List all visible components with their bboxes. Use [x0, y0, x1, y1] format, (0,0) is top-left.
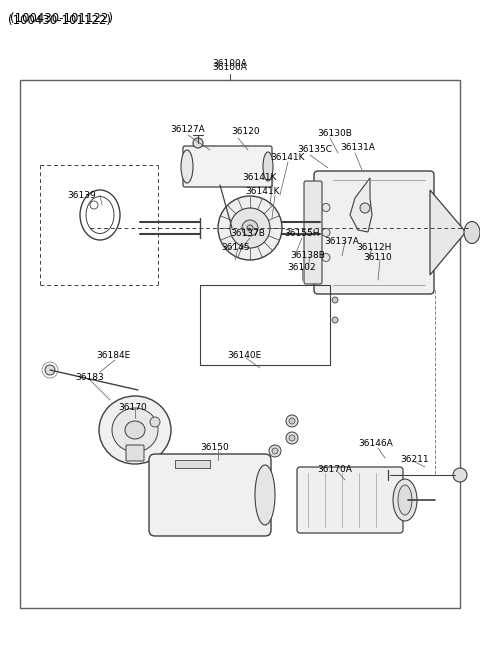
Text: 36131A: 36131A: [341, 144, 375, 152]
Circle shape: [322, 228, 330, 237]
Circle shape: [332, 317, 338, 323]
FancyBboxPatch shape: [297, 467, 403, 533]
Text: 36184E: 36184E: [96, 352, 130, 361]
FancyBboxPatch shape: [304, 181, 322, 284]
Text: (100430-101122): (100430-101122): [8, 14, 111, 27]
Text: 36130B: 36130B: [318, 129, 352, 138]
Circle shape: [272, 448, 278, 454]
Circle shape: [286, 415, 298, 427]
Text: 36138B: 36138B: [290, 251, 325, 260]
Text: 36183: 36183: [76, 373, 104, 382]
Ellipse shape: [125, 421, 145, 439]
Text: 36170: 36170: [119, 403, 147, 411]
FancyBboxPatch shape: [175, 460, 210, 468]
Text: 36141K: 36141K: [246, 188, 280, 197]
Circle shape: [230, 208, 270, 248]
Circle shape: [286, 432, 298, 444]
Text: 36100A: 36100A: [213, 60, 247, 68]
Bar: [20, 80, 460, 608]
Ellipse shape: [263, 152, 273, 181]
Circle shape: [269, 445, 281, 457]
FancyBboxPatch shape: [126, 445, 144, 461]
Text: 36145: 36145: [222, 243, 250, 253]
Text: (100430-101122): (100430-101122): [10, 12, 113, 25]
Circle shape: [332, 297, 338, 303]
Text: 36155H: 36155H: [284, 230, 320, 239]
Ellipse shape: [464, 222, 480, 243]
Ellipse shape: [255, 465, 275, 525]
Circle shape: [360, 203, 370, 213]
Text: 36100A: 36100A: [213, 64, 247, 73]
Circle shape: [242, 220, 258, 236]
Text: 36139: 36139: [68, 192, 96, 201]
Circle shape: [150, 417, 160, 427]
Circle shape: [453, 468, 467, 482]
Text: 36140E: 36140E: [227, 350, 261, 359]
Text: 36141K: 36141K: [271, 152, 305, 161]
Polygon shape: [350, 178, 372, 232]
Ellipse shape: [393, 479, 417, 521]
Text: 36211: 36211: [401, 455, 429, 464]
Text: 36170A: 36170A: [318, 466, 352, 474]
Text: 36120: 36120: [232, 127, 260, 136]
Circle shape: [322, 203, 330, 211]
Text: 36127A: 36127A: [170, 125, 205, 134]
Ellipse shape: [181, 150, 193, 183]
Text: 36102: 36102: [288, 264, 316, 272]
Text: 36141K: 36141K: [243, 173, 277, 182]
Circle shape: [193, 138, 203, 148]
Ellipse shape: [99, 396, 171, 464]
FancyBboxPatch shape: [149, 454, 271, 536]
Text: 36146A: 36146A: [359, 440, 394, 449]
FancyBboxPatch shape: [314, 171, 434, 294]
Circle shape: [289, 435, 295, 441]
Circle shape: [289, 418, 295, 424]
Circle shape: [322, 253, 330, 262]
Circle shape: [247, 225, 253, 231]
Text: 36112H: 36112H: [356, 243, 392, 253]
Circle shape: [45, 365, 55, 375]
FancyBboxPatch shape: [183, 146, 272, 187]
Ellipse shape: [398, 485, 412, 515]
Text: 36110: 36110: [364, 253, 392, 262]
Text: 36135C: 36135C: [298, 146, 333, 155]
Polygon shape: [430, 190, 470, 275]
Text: 36137A: 36137A: [324, 237, 360, 247]
Text: 36150: 36150: [201, 443, 229, 451]
Text: 36137B: 36137B: [230, 230, 265, 239]
Circle shape: [218, 196, 282, 260]
Ellipse shape: [112, 408, 158, 452]
